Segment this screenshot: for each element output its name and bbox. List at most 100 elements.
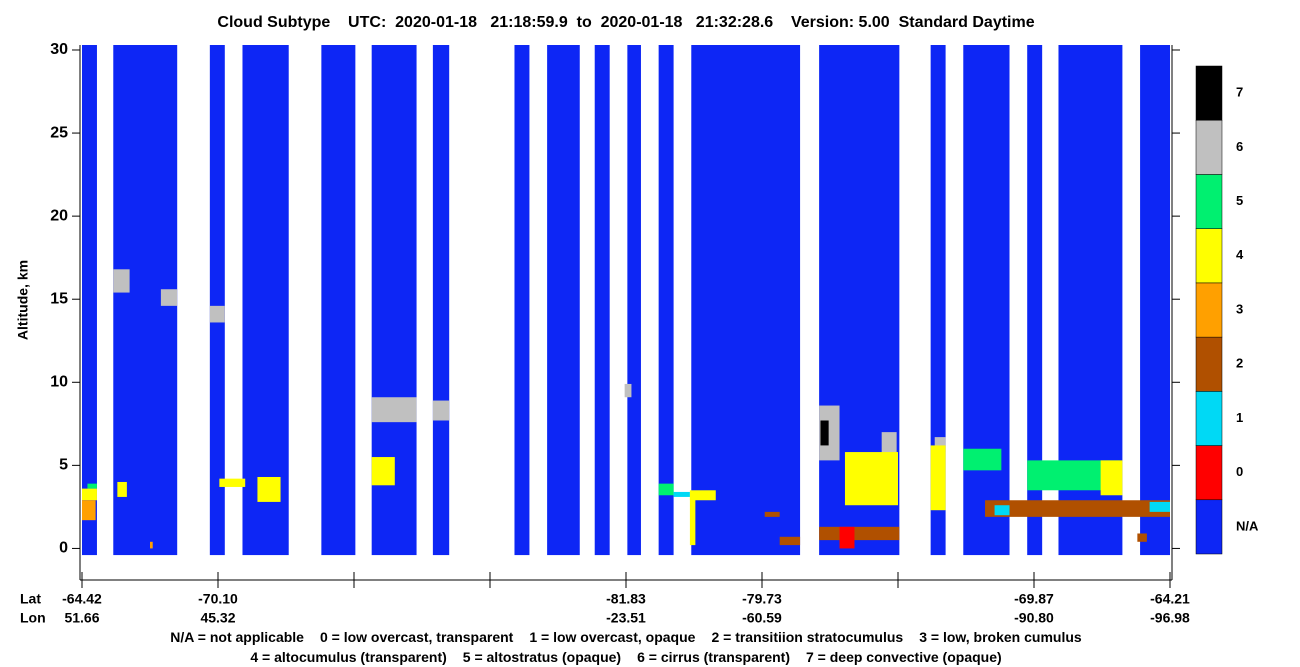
cloud-feature: [839, 526, 855, 549]
cloud-feature: [963, 448, 1002, 471]
cloud-feature: [1149, 501, 1170, 512]
cloud-feature: [432, 400, 450, 421]
na-column: [321, 45, 356, 556]
cloud-feature: [117, 481, 127, 497]
cloud-feature: [87, 483, 97, 489]
colorbar-label: 3: [1236, 301, 1243, 316]
colorbar-swatch: [1195, 282, 1223, 338]
na-column: [514, 45, 530, 556]
cloud-feature: [689, 490, 716, 501]
na-column: [82, 45, 97, 556]
cloud-feature: [819, 526, 900, 541]
x-tick-label: 51.66: [64, 610, 99, 626]
cloud-feature: [994, 505, 1010, 516]
cloud-feature: [219, 478, 246, 487]
colorbar-label: 0: [1236, 464, 1243, 479]
na-column: [627, 45, 641, 556]
y-axis-label: Altitude, km: [15, 260, 31, 340]
legend-entry: 6 = cirrus (transparent): [637, 649, 790, 665]
cloud-feature: [819, 405, 840, 461]
cloud-feature: [257, 476, 281, 502]
colorbar-label: 2: [1236, 356, 1243, 371]
legend-entry: 5 = altostratus (opaque): [463, 649, 621, 665]
colorbar-label: N/A: [1236, 518, 1259, 533]
cloud-feature: [82, 488, 97, 501]
legend-entry: 2 = transitiion stratocumulus: [711, 629, 903, 645]
na-column: [209, 45, 225, 556]
cloud-feature: [82, 500, 96, 521]
na-column: [691, 45, 801, 556]
cloud-feature: [113, 269, 130, 293]
colorbar-swatch: [1195, 65, 1223, 121]
x-row-label: Lat: [20, 591, 41, 607]
legend-line: 4 = altocumulus (transparent) 5 = altostr…: [250, 649, 1001, 665]
colorbar-swatch: [1195, 228, 1223, 284]
cloud-feature: [658, 483, 674, 496]
cloud-feature: [844, 452, 898, 506]
colorbar-label: 4: [1236, 247, 1244, 262]
cloud-feature: [764, 511, 780, 517]
cloud-feature: [1100, 460, 1123, 496]
cloud-feature: [150, 541, 153, 549]
cloud-feature: [160, 289, 178, 306]
na-column: [432, 45, 450, 556]
na-column: [1140, 45, 1170, 556]
x-tick-label: -96.98: [1150, 610, 1190, 626]
legend-entry: 1 = low overcast, opaque: [529, 629, 695, 645]
colorbar-swatch: [1195, 174, 1223, 229]
colorbar-label: 7: [1236, 85, 1243, 100]
colorbar-label: 1: [1236, 410, 1243, 425]
cloud-feature: [985, 500, 1170, 517]
y-tick-label: 20: [50, 207, 68, 224]
cloud-feature: [779, 536, 801, 546]
y-tick-label: 0: [59, 540, 68, 557]
legend-line: N/A = not applicable 0 = low overcast, tr…: [170, 629, 1082, 645]
na-column: [242, 45, 289, 556]
y-tick-label: 30: [50, 41, 68, 58]
x-tick-label: -64.21: [1150, 591, 1190, 607]
na-column: [547, 45, 580, 556]
legend-entry: 3 = low, broken cumulus: [919, 629, 1082, 645]
x-tick-label: -70.10: [198, 591, 238, 607]
cloud-feature: [934, 437, 946, 453]
x-tick-label: 45.32: [200, 610, 235, 626]
legend-entry: 0 = low overcast, transparent: [320, 629, 514, 645]
x-tick-label: -64.42: [62, 591, 102, 607]
colorbar-swatch: [1195, 119, 1223, 175]
y-tick-label: 10: [50, 374, 68, 391]
y-tick-label: 15: [50, 290, 68, 307]
legend-entry: 7 = deep convective (opaque): [806, 649, 1002, 665]
colorbar-swatch: [1195, 391, 1223, 446]
x-tick-label: -23.51: [606, 610, 646, 626]
cloud-feature: [624, 383, 632, 398]
colorbar-swatch: [1195, 336, 1223, 392]
legend-entry: N/A = not applicable: [170, 629, 304, 645]
colorbar-label: 6: [1236, 139, 1243, 154]
na-column: [1027, 45, 1043, 556]
na-column: [930, 45, 946, 556]
legend-entry: 4 = altocumulus (transparent): [250, 649, 446, 665]
cloud-feature: [209, 305, 225, 323]
x-row-label: Lon: [20, 610, 46, 626]
cloud-feature: [820, 420, 829, 446]
x-tick-label: -60.59: [742, 610, 782, 626]
colorbar-swatch: [1195, 445, 1223, 501]
x-tick-label: -79.73: [742, 591, 782, 607]
cloud-feature: [930, 445, 946, 511]
cloud-feature: [1137, 533, 1147, 542]
na-column: [594, 45, 610, 556]
cloud-feature: [689, 496, 696, 546]
chart-title: Cloud Subtype UTC: 2020-01-18 21:18:59.9…: [217, 14, 1034, 31]
colorbar-swatch: [1195, 499, 1223, 555]
x-tick-label: -90.80: [1014, 610, 1054, 626]
cloud-feature: [371, 457, 395, 486]
x-tick-label: -69.87: [1014, 591, 1054, 607]
na-column: [963, 45, 1010, 556]
x-tick-label: -81.83: [606, 591, 646, 607]
cloud-feature: [673, 491, 690, 497]
y-tick-label: 25: [50, 124, 68, 141]
cloud-feature: [371, 397, 417, 423]
na-column: [658, 45, 674, 556]
y-tick-label: 5: [59, 457, 68, 474]
